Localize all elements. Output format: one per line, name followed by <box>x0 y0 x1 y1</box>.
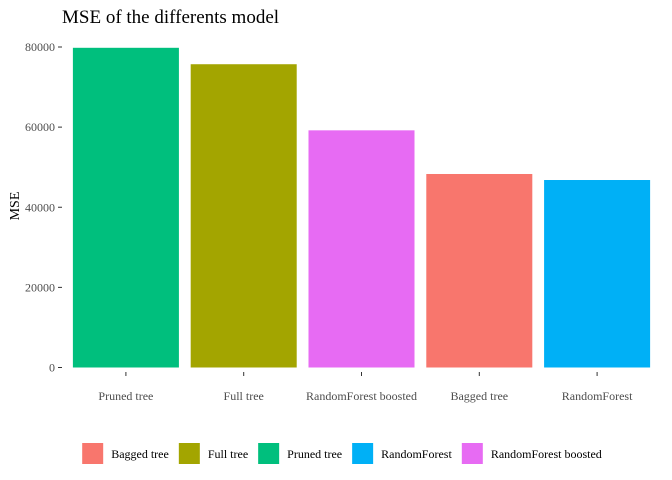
y-tick-label: 60000 <box>25 120 55 134</box>
legend-swatch <box>258 443 280 464</box>
chart-title: MSE of the differents model <box>62 7 279 28</box>
bar <box>426 173 533 368</box>
legend-label: RandomForest <box>381 447 452 461</box>
x-tick-label: Pruned tree <box>98 389 153 403</box>
legend: Bagged tree Full tree Pruned tree RandomFor… <box>82 443 602 464</box>
bar <box>308 130 415 368</box>
x-tick-label: Bagged tree <box>450 389 508 403</box>
x-tick-label: RandomForest <box>562 389 633 403</box>
y-axis-title: MSE <box>8 192 23 221</box>
legend-swatch <box>352 443 374 464</box>
legend-label: Pruned tree <box>287 447 342 461</box>
bar <box>72 47 179 368</box>
legend-label: RandomForest boosted <box>491 447 602 461</box>
x-tick-label: RandomForest boosted <box>306 389 417 403</box>
legend-swatch <box>461 443 483 464</box>
x-axis: Pruned tree Full tree RandomForest boosted… <box>98 372 633 403</box>
bar <box>190 64 297 368</box>
y-tick-label: 20000 <box>25 280 55 294</box>
y-axis: 0 20000 40000 60000 80000 <box>25 40 62 375</box>
y-tick-label: 0 <box>49 361 55 375</box>
x-tick-label: Full tree <box>224 389 264 403</box>
legend-label: Full tree <box>208 447 248 461</box>
legend-swatch <box>82 443 104 464</box>
y-tick-label: 40000 <box>25 200 55 214</box>
legend-label: Bagged tree <box>111 447 169 461</box>
y-tick-label: 80000 <box>25 40 55 54</box>
bar <box>544 180 651 368</box>
legend-swatch <box>178 443 200 464</box>
bars-group <box>72 47 651 368</box>
